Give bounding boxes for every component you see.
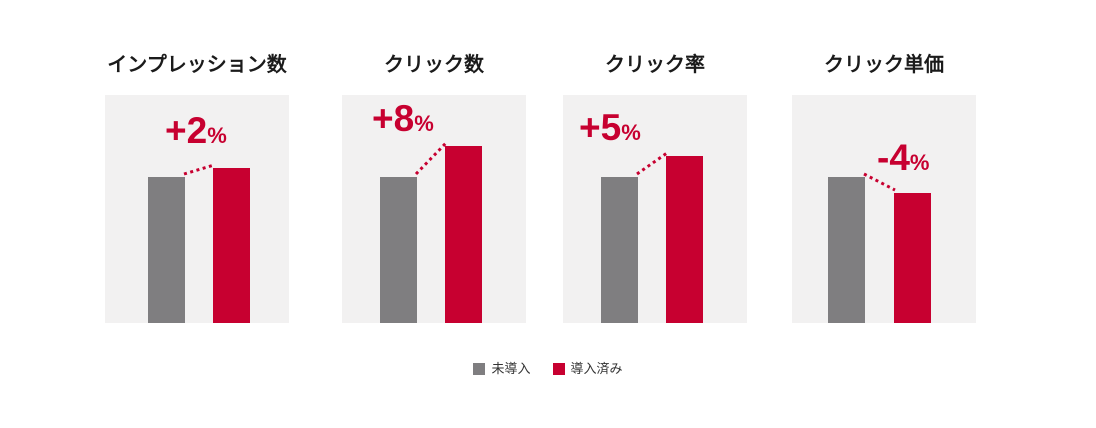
- chart-panel: +8%: [342, 95, 526, 323]
- percent-sign: %: [909, 150, 930, 175]
- chart-panel: +5%: [563, 95, 747, 323]
- result-swatch-icon: [552, 363, 565, 375]
- chart-panel: +2%: [105, 95, 289, 323]
- base-bar: [380, 177, 417, 323]
- change-connector-dotted-line: [183, 163, 215, 176]
- bars-plot: [148, 163, 250, 323]
- legend-item-base: 未導入: [473, 361, 531, 376]
- chart-title: クリック率: [605, 54, 705, 76]
- base-bar: [828, 177, 865, 323]
- percent-sign: %: [414, 111, 434, 136]
- chart-card-clicks: クリック数 +8%: [342, 52, 526, 323]
- legend-item-result: 導入済み: [552, 361, 623, 376]
- chart-card-impressions: インプレッション数 +2%: [105, 52, 289, 323]
- legend: 未導入 導入済み: [0, 362, 1096, 376]
- change-percent-label: +8%: [372, 100, 434, 137]
- change-value: -4: [877, 137, 910, 178]
- percent-sign: %: [621, 120, 641, 145]
- bars-plot: [601, 151, 703, 323]
- chart-card-cpc: クリック単価 -4%: [792, 52, 976, 323]
- legend-label: 未導入: [491, 361, 531, 376]
- change-value: +2: [165, 110, 208, 151]
- result-bar: [894, 193, 931, 323]
- bars-plot: [828, 172, 931, 323]
- chart-panel: -4%: [792, 95, 976, 323]
- chart-title: クリック数: [384, 54, 484, 76]
- result-bar: [213, 168, 250, 323]
- change-percent-label: +5%: [579, 109, 641, 146]
- chart-card-click-rate: クリック率 +5%: [563, 52, 747, 323]
- percent-sign: %: [207, 123, 227, 148]
- change-connector-dotted-line: [414, 141, 448, 176]
- result-bar: [666, 156, 703, 323]
- base-bar: [601, 177, 638, 323]
- bars-plot: [380, 141, 482, 323]
- legend-label: 導入済み: [570, 361, 623, 376]
- change-percent-label: -4%: [877, 139, 929, 176]
- base-bar: [148, 177, 185, 323]
- chart-title: クリック単価: [824, 54, 944, 76]
- result-bar: [445, 146, 482, 323]
- change-percent-label: +2%: [165, 112, 227, 149]
- base-swatch-icon: [473, 363, 486, 375]
- chart-title: インプレッション数: [107, 54, 287, 76]
- change-value: +5: [579, 107, 622, 148]
- change-value: +8: [372, 98, 415, 139]
- change-connector-dotted-line: [636, 151, 668, 176]
